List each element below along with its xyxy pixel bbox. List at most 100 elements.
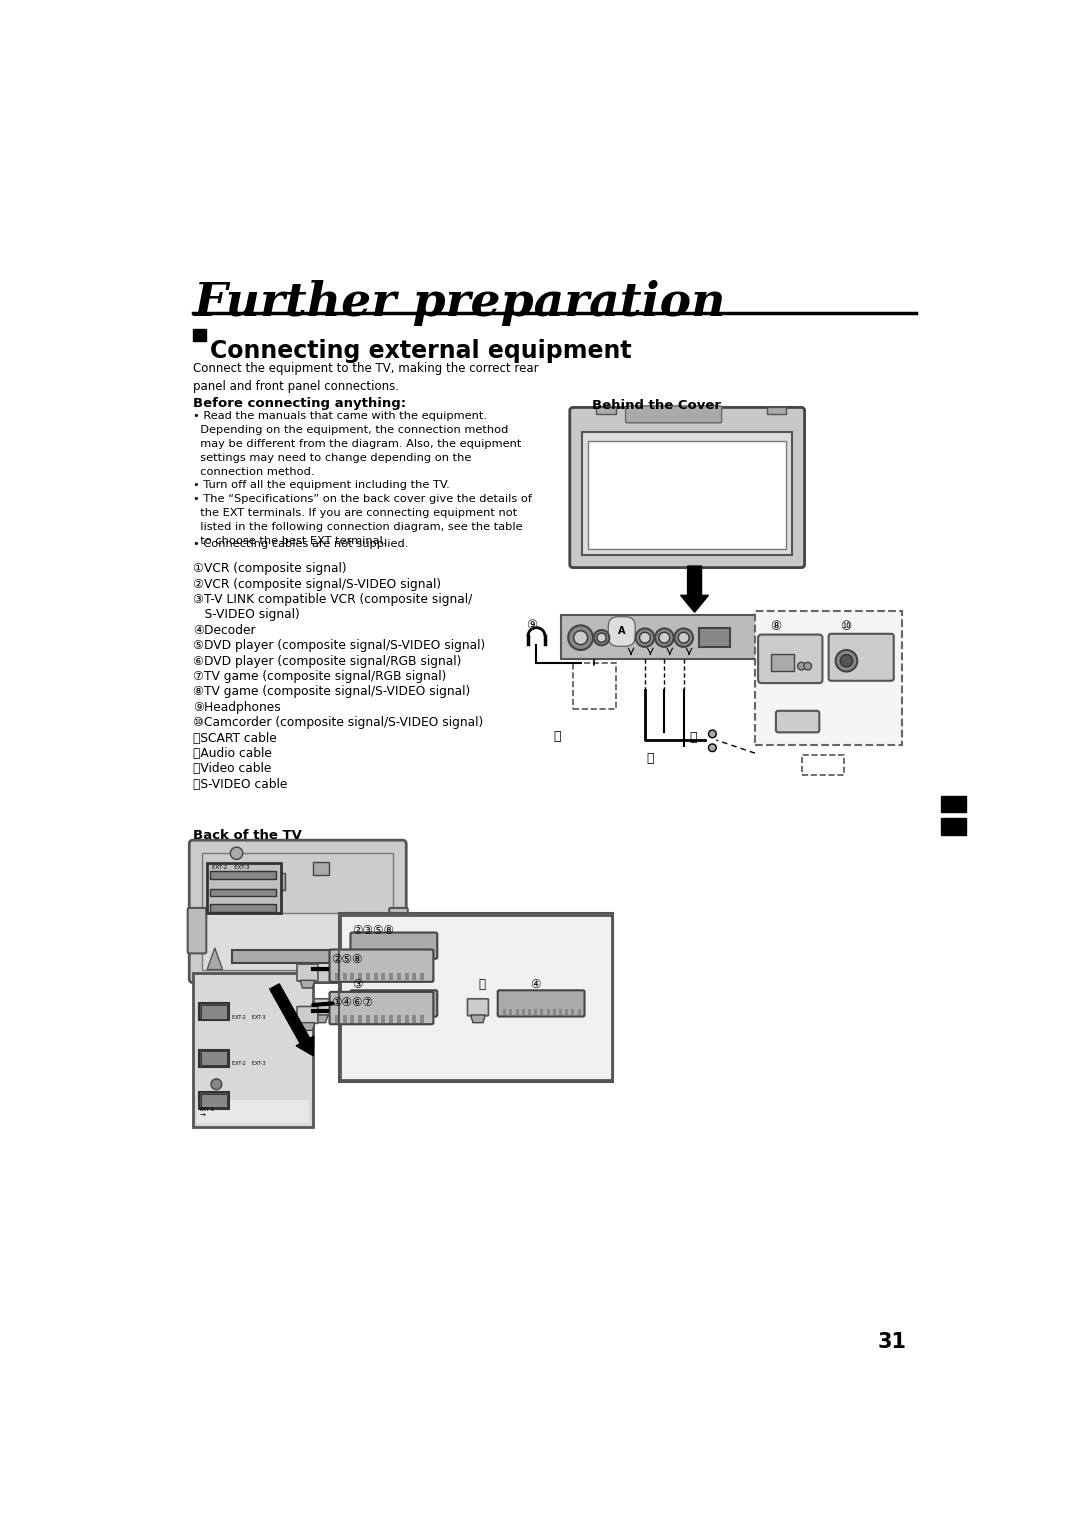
FancyBboxPatch shape <box>775 711 820 732</box>
Bar <box>362 1008 365 1015</box>
Text: ③T-V LINK compatible VCR (composite signal/: ③T-V LINK compatible VCR (composite sign… <box>193 593 472 607</box>
Text: EXT-2    EXT-3: EXT-2 EXT-3 <box>212 865 249 869</box>
Bar <box>387 950 390 957</box>
Bar <box>255 874 284 891</box>
Text: ⑫Audio cable: ⑫Audio cable <box>193 747 272 759</box>
FancyBboxPatch shape <box>297 1007 318 1024</box>
FancyBboxPatch shape <box>582 432 793 555</box>
Bar <box>420 973 424 981</box>
FancyBboxPatch shape <box>189 840 406 983</box>
Bar <box>356 950 359 957</box>
Bar <box>400 950 403 957</box>
Text: ①VCR (composite signal): ①VCR (composite signal) <box>193 562 347 575</box>
Bar <box>335 1015 339 1022</box>
Bar <box>201 1005 227 1019</box>
Text: ⑨Headphones: ⑨Headphones <box>193 701 281 714</box>
Bar <box>211 905 276 912</box>
Bar <box>941 796 966 813</box>
Text: EXT-1: EXT-1 <box>200 1108 215 1112</box>
Bar <box>342 1015 347 1022</box>
Bar <box>339 914 613 1082</box>
Bar <box>350 973 354 981</box>
Text: ⑪: ⑪ <box>478 978 485 992</box>
Bar <box>335 973 339 981</box>
Text: ⑩Camcorder (composite signal/S-VIDEO signal): ⑩Camcorder (composite signal/S-VIDEO sig… <box>193 717 484 729</box>
Text: EXT-2    EXT-3: EXT-2 EXT-3 <box>232 1060 266 1067</box>
Text: ⑭: ⑭ <box>554 730 561 743</box>
Circle shape <box>836 649 858 671</box>
FancyBboxPatch shape <box>570 408 805 567</box>
Text: ⑥DVD player (composite signal/RGB signal): ⑥DVD player (composite signal/RGB signal… <box>193 654 461 668</box>
Text: • Read the manuals that came with the equipment.
  Depending on the equipment, t: • Read the manuals that came with the eq… <box>193 411 522 477</box>
Bar <box>393 950 396 957</box>
Bar <box>201 1094 227 1108</box>
Bar <box>207 863 281 914</box>
Circle shape <box>708 744 716 752</box>
Text: Connecting external equipment: Connecting external equipment <box>211 339 632 362</box>
Bar <box>770 654 794 671</box>
Bar <box>528 1008 531 1015</box>
Text: ⑩: ⑩ <box>840 620 851 633</box>
Circle shape <box>678 633 689 643</box>
Circle shape <box>568 625 593 649</box>
Bar <box>801 755 845 775</box>
FancyBboxPatch shape <box>828 634 894 681</box>
Text: ①④⑥⑦: ①④⑥⑦ <box>332 996 373 1008</box>
Bar <box>397 1015 401 1022</box>
Text: Behind the Cover: Behind the Cover <box>592 399 721 413</box>
FancyBboxPatch shape <box>329 992 433 1024</box>
Text: 31: 31 <box>877 1332 906 1352</box>
Bar <box>578 1008 581 1015</box>
FancyArrow shape <box>270 984 314 1056</box>
Text: ⑦TV game (composite signal/RGB signal): ⑦TV game (composite signal/RGB signal) <box>193 669 446 683</box>
Circle shape <box>594 630 609 645</box>
Text: Further preparation: Further preparation <box>193 280 726 325</box>
Bar <box>359 973 362 981</box>
FancyBboxPatch shape <box>389 908 408 953</box>
Bar <box>387 1008 390 1015</box>
Bar <box>193 329 205 341</box>
Text: • Connecting cables are not supplied.: • Connecting cables are not supplied. <box>193 539 408 549</box>
Text: ⑧: ⑧ <box>770 620 782 633</box>
Bar <box>393 1008 396 1015</box>
Bar <box>366 973 369 981</box>
Bar <box>193 973 313 1126</box>
Text: ⑫: ⑫ <box>689 730 697 744</box>
FancyBboxPatch shape <box>625 406 721 423</box>
Bar <box>202 908 393 970</box>
FancyBboxPatch shape <box>468 999 488 1016</box>
Bar <box>405 1008 408 1015</box>
Bar <box>424 1008 428 1015</box>
Bar <box>503 1008 507 1015</box>
Polygon shape <box>207 947 222 970</box>
Text: ⑤DVD player (composite signal/S-VIDEO signal): ⑤DVD player (composite signal/S-VIDEO si… <box>193 639 485 652</box>
Bar <box>381 973 386 981</box>
Polygon shape <box>300 981 314 989</box>
Text: ⑬: ⑬ <box>647 752 654 764</box>
Bar <box>202 853 393 914</box>
Text: ⑪SCART cable: ⑪SCART cable <box>193 732 276 744</box>
Text: ⑬Video cable: ⑬Video cable <box>193 762 271 775</box>
Bar <box>232 949 364 963</box>
FancyArrow shape <box>680 565 708 613</box>
Text: ②③⑤⑧: ②③⑤⑧ <box>352 924 394 937</box>
Bar <box>418 1008 421 1015</box>
Bar <box>755 611 902 746</box>
Bar <box>430 950 433 957</box>
Bar <box>380 950 383 957</box>
Bar <box>413 973 416 981</box>
Circle shape <box>211 1079 221 1089</box>
Bar <box>389 1015 393 1022</box>
Bar <box>553 1008 556 1015</box>
Bar <box>572 663 616 709</box>
Bar <box>375 950 378 957</box>
FancyBboxPatch shape <box>310 999 332 1016</box>
Text: • The “Specifications” on the back cover give the details of
  the EXT terminals: • The “Specifications” on the back cover… <box>193 494 532 545</box>
Circle shape <box>840 654 852 666</box>
Circle shape <box>674 628 693 646</box>
Bar <box>366 1015 369 1022</box>
Bar <box>200 1050 229 1067</box>
Text: A: A <box>618 626 625 637</box>
Text: Connect the equipment to the TV, making the correct rear
panel and front panel c: Connect the equipment to the TV, making … <box>193 362 539 393</box>
Bar <box>400 1008 403 1015</box>
